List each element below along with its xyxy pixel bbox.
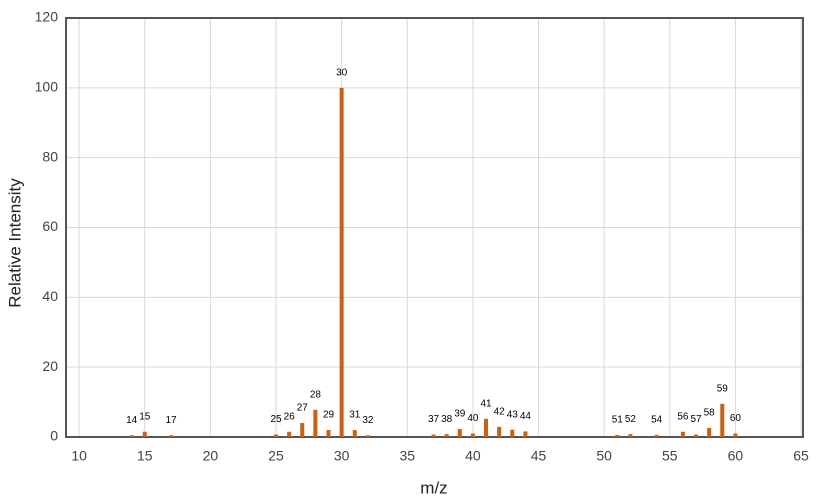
bar — [510, 429, 515, 437]
x-tick-label: 35 — [399, 448, 415, 464]
bar — [431, 434, 436, 437]
peak-label: 42 — [494, 407, 506, 418]
peak-label: 41 — [480, 398, 492, 409]
x-tick-label: 20 — [203, 448, 219, 464]
peak-label: 29 — [323, 410, 335, 421]
bar — [142, 431, 147, 437]
peak-label: 26 — [284, 411, 296, 422]
peak-label: 59 — [717, 383, 729, 394]
bar — [129, 435, 134, 437]
peak-label: 57 — [690, 414, 702, 425]
bar — [444, 434, 449, 437]
peak-label: 52 — [625, 414, 637, 425]
peak-label: 39 — [454, 409, 466, 420]
peak-label: 14 — [126, 415, 138, 426]
peak-label: 32 — [362, 415, 374, 426]
bar — [287, 431, 292, 437]
x-tick-label: 55 — [662, 448, 678, 464]
peak-label: 58 — [704, 408, 716, 419]
peak-label: 25 — [270, 414, 282, 425]
peak-label: 27 — [297, 403, 309, 414]
peak-label: 40 — [467, 413, 479, 424]
bar — [470, 433, 475, 437]
peak-label: 28 — [310, 389, 322, 400]
x-tick-label: 60 — [728, 448, 744, 464]
bar — [352, 430, 357, 437]
peak-label: 56 — [677, 411, 689, 422]
peak-label: 54 — [651, 415, 663, 426]
y-tick-label: 40 — [42, 288, 58, 304]
peak-label: 37 — [428, 414, 440, 425]
bar — [313, 409, 318, 437]
bar — [339, 87, 344, 437]
bar — [694, 434, 699, 437]
y-tick-label: 120 — [35, 9, 59, 25]
peak-label: 44 — [520, 411, 532, 422]
x-tick-label: 50 — [596, 448, 612, 464]
x-axis-label: m/z — [420, 478, 447, 497]
peak-label: 15 — [139, 411, 151, 422]
x-tick-label: 25 — [268, 448, 284, 464]
bar — [497, 426, 502, 437]
peak-label: 17 — [165, 415, 177, 426]
x-tick-label: 30 — [334, 448, 350, 464]
peak-label: 60 — [730, 413, 742, 424]
peak-label: 51 — [612, 415, 624, 426]
bar — [628, 434, 633, 437]
bar — [274, 434, 279, 437]
y-tick-label: 0 — [50, 428, 58, 444]
bar — [680, 431, 685, 437]
x-tick-label: 65 — [793, 448, 809, 464]
y-tick-label: 80 — [42, 148, 58, 164]
y-tick-label: 100 — [35, 79, 59, 95]
bar — [523, 431, 528, 437]
peak-label: 30 — [336, 67, 348, 78]
bar — [615, 434, 620, 437]
bar — [720, 403, 725, 437]
peak-label: 31 — [349, 410, 361, 421]
bar — [733, 433, 738, 437]
bar — [326, 430, 331, 437]
bar — [457, 428, 462, 437]
bar — [654, 434, 659, 437]
bar — [365, 435, 370, 437]
y-tick-label: 60 — [42, 218, 58, 234]
bar — [707, 427, 712, 437]
x-tick-label: 10 — [71, 448, 87, 464]
bar — [484, 418, 489, 437]
peak-label: 38 — [441, 414, 453, 425]
y-axis-label: Relative Intensity — [5, 178, 24, 308]
peak-label: 43 — [507, 409, 519, 420]
y-tick-label: 20 — [42, 358, 58, 374]
bar — [300, 423, 305, 437]
bar — [169, 435, 174, 437]
x-tick-label: 45 — [531, 448, 547, 464]
x-tick-label: 15 — [137, 448, 153, 464]
x-tick-label: 40 — [465, 448, 481, 464]
